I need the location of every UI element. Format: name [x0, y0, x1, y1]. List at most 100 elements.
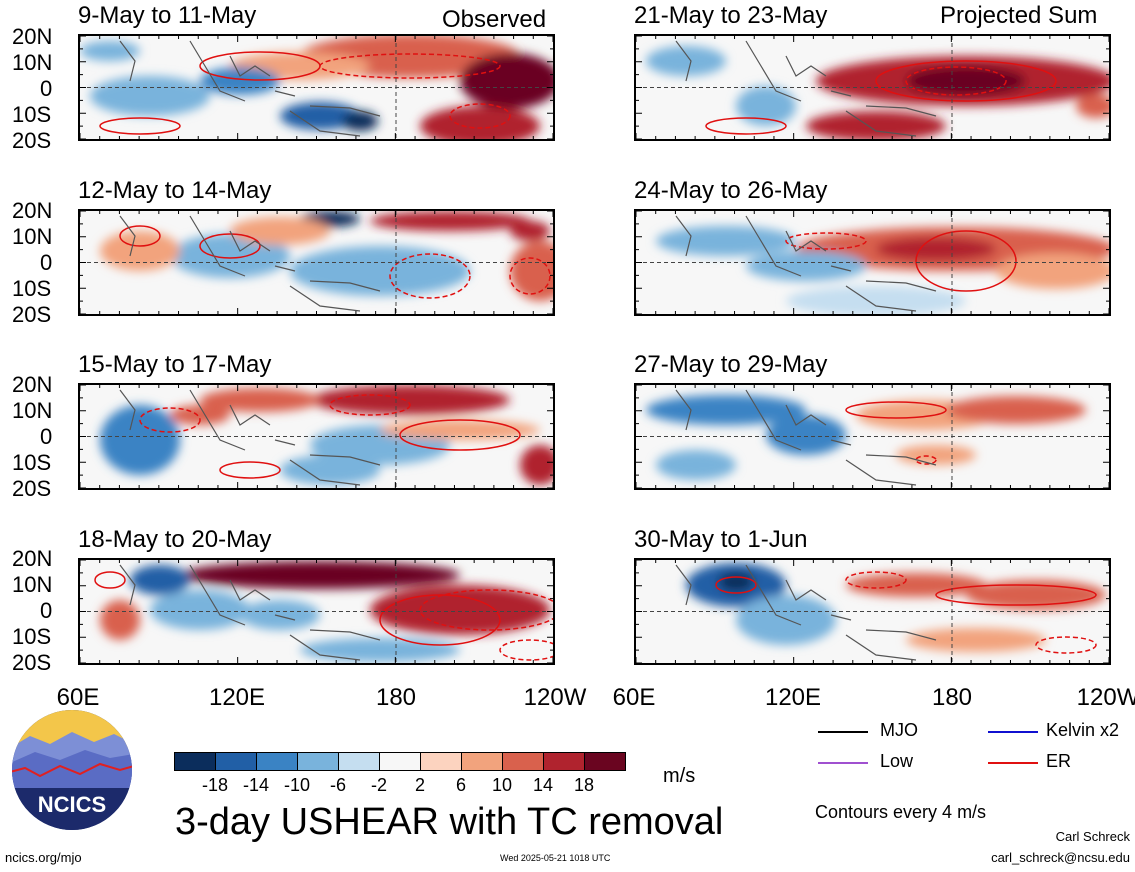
er-contour: [379, 594, 501, 646]
lat-label: 10S: [12, 276, 52, 301]
shear-blob: [906, 66, 1026, 96]
lat-label: 10S: [12, 102, 52, 127]
shear-blob: [786, 286, 966, 314]
er-contour: [399, 419, 521, 451]
legend-label-mjo: MJO: [880, 720, 918, 740]
coastline: [675, 40, 937, 137]
shear-blob: [130, 565, 190, 595]
er-contour: [845, 401, 947, 419]
shear-blob: [966, 580, 1106, 610]
map-panel-proj-2: [634, 209, 1111, 316]
colorbar-swatch: [215, 752, 257, 771]
lat-label: 20N: [12, 546, 53, 571]
colorbar-swatch: [256, 752, 298, 771]
er-contour: [915, 455, 937, 465]
coastline: [675, 564, 937, 661]
footer-url[interactable]: ncics.org/mjo: [5, 850, 82, 865]
er-contour: [509, 257, 551, 295]
er-contour: [99, 117, 181, 135]
shear-blob: [736, 86, 796, 126]
legend-line-er: [988, 762, 1038, 764]
shear-blob: [736, 595, 836, 645]
er-contour: [905, 66, 1007, 96]
lat-label: 10N: [12, 50, 53, 75]
coastline: [675, 389, 937, 486]
colorbar-swatch: [297, 752, 339, 771]
shear-blob: [100, 405, 180, 475]
shear-blob: [180, 561, 460, 589]
legend-line-low: [818, 762, 868, 764]
colorbar-swatch: [338, 752, 380, 771]
lat-label: 10N: [12, 398, 53, 423]
map-panel-proj-1: [634, 34, 1111, 141]
map-panel-obs-1: [78, 34, 555, 141]
er-contour: [139, 407, 201, 433]
panel-title-proj-2: 24-May to 26-May: [634, 177, 828, 204]
footer-email[interactable]: carl_schreck@ncsu.edu: [991, 850, 1130, 865]
lat-label: 0: [40, 424, 53, 449]
colorbar-tick-label: -2: [370, 775, 388, 795]
er-contour: [319, 53, 501, 79]
shear-blob: [646, 46, 726, 76]
er-contour: [935, 584, 1097, 606]
legend-line-mjo: [818, 731, 868, 733]
shear-blob: [280, 102, 360, 130]
legend-label-kelvin: Kelvin x2: [1046, 720, 1120, 740]
shear-blob: [80, 41, 140, 61]
er-contour: [419, 589, 553, 631]
lat-label: 10N: [12, 572, 53, 597]
colorbar-unit: m/s: [663, 765, 696, 787]
lon-label-180-right: 180: [931, 684, 973, 711]
colorbar-tick-label: 14: [532, 775, 554, 795]
lon-label-60e-left: 60E: [56, 684, 100, 711]
er-contour: [329, 394, 411, 416]
shear-blob: [100, 600, 140, 640]
map-panel-obs-4: [78, 558, 555, 665]
shear-blob: [342, 111, 378, 131]
coastline: [675, 215, 937, 312]
map-panel-obs-2: [78, 209, 555, 316]
shear-blob: [230, 217, 330, 245]
shear-blob: [746, 251, 866, 281]
lat-label: 20N: [12, 198, 53, 223]
shear-blob: [906, 628, 1046, 652]
ncics-logo: NCICS: [10, 708, 134, 832]
er-contour: [705, 117, 787, 135]
lat-label: 0: [40, 76, 53, 101]
coastline: [119, 389, 381, 486]
colorbar-tick-label: -14: [242, 775, 270, 795]
map-panel-obs-3: [78, 383, 555, 490]
lon-label-120e-left: 120E: [208, 684, 266, 711]
colorbar-swatch: [461, 752, 503, 771]
shear-blob: [170, 405, 230, 425]
shear-blob: [200, 67, 280, 95]
shear-blob: [460, 53, 553, 109]
coastline: [119, 564, 381, 661]
shear-blob: [766, 415, 846, 455]
colorbar-tick-label: 10: [491, 775, 513, 795]
panel-title-obs-4: 18-May to 20-May: [78, 526, 272, 553]
lat-label: 20S: [12, 650, 52, 675]
shear-blob: [510, 241, 553, 301]
er-contour: [499, 639, 553, 661]
colorbar-swatch: [502, 752, 544, 771]
lat-label: 0: [40, 598, 53, 623]
lat-label: 20S: [12, 302, 52, 327]
colorbar-tick-label: 2: [414, 775, 426, 795]
shear-blob: [718, 572, 754, 592]
colorbar-swatch: [584, 752, 626, 771]
shear-blob: [806, 111, 946, 139]
shear-blob: [300, 638, 460, 662]
lon-label-120e-right: 120E: [764, 684, 822, 711]
legend-label-er: ER: [1046, 751, 1072, 771]
lat-label: 20N: [12, 24, 53, 49]
shear-blob: [310, 385, 510, 415]
er-contour: [785, 232, 867, 250]
panel-title-obs-2: 12-May to 14-May: [78, 177, 272, 204]
contour-note: Contours every 4 m/s: [815, 802, 987, 822]
er-contour: [845, 571, 907, 589]
shear-blob: [520, 445, 553, 485]
footer-timestamp: Wed 2025-05-21 1018 UTC: [500, 853, 611, 863]
shear-blob: [846, 573, 986, 597]
lon-label-60e-right: 60E: [612, 684, 656, 711]
